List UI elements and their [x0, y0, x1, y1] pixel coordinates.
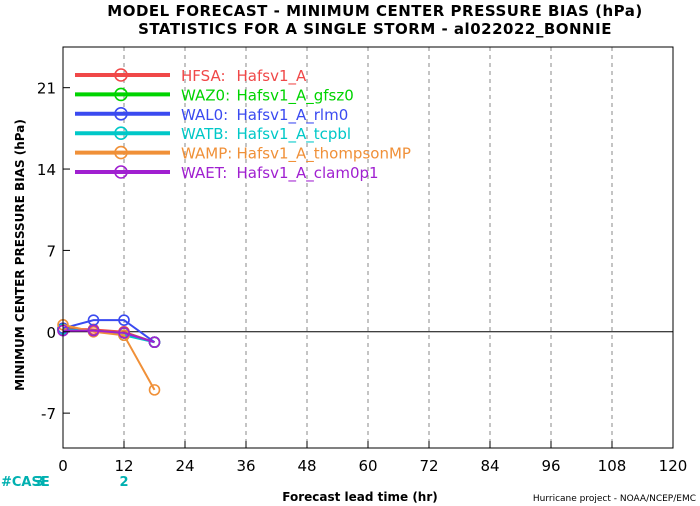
x-axis-label: Forecast lead time (hr)	[282, 490, 438, 504]
y-tick-label: 21	[37, 80, 56, 98]
case-count: 3	[35, 475, 44, 490]
legend-label-model: HFSA:	[181, 67, 226, 85]
legend-label-model: WAMP:	[181, 145, 232, 163]
series-line-wamp	[62, 323, 156, 391]
legend: HFSA: Hafsv1_A WAZ0: Hafsv1_A_gfsz0 WAL0: Haf…	[75, 67, 411, 183]
legend-label-model: WATB:	[181, 125, 229, 143]
case-count: 2	[119, 475, 128, 490]
legend-swatch-marker	[114, 68, 128, 82]
x-tick-label: 0	[58, 457, 68, 475]
legend-swatch-marker	[114, 145, 128, 160]
data-point-waet	[148, 336, 161, 349]
x-tick-label: 72	[419, 457, 438, 475]
series-layer	[57, 314, 161, 396]
y-tick-label: 0	[46, 324, 56, 342]
legend-swatch-marker	[114, 107, 128, 121]
y-tick-label: -7	[41, 405, 56, 423]
series-line-wal0	[62, 319, 156, 344]
series-line-waet	[63, 329, 155, 344]
y-tick-label: 14	[37, 161, 56, 179]
x-axis-ticks: 0 12 24 36 48 60 72 84 96 108 120	[58, 441, 687, 475]
chart-title: MODEL FORECAST - MINIMUM CENTER PRESSURE…	[107, 2, 642, 20]
y-tick-label: 7	[46, 242, 56, 260]
data-point-wal0	[118, 314, 130, 326]
x-tick-label: 48	[297, 457, 316, 475]
legend-label-experiment: Hafsv1_A_thompsonMP	[237, 145, 411, 164]
data-point-waet	[118, 327, 130, 339]
x-tick-label: 60	[358, 457, 377, 475]
x-tick-label: 120	[659, 457, 688, 475]
x-tick-label: 84	[480, 457, 499, 475]
legend-swatch-marker	[114, 87, 128, 102]
grid-lines	[123, 47, 613, 448]
x-tick-label: 108	[598, 457, 627, 475]
legend-label-model: WAL0:	[181, 106, 228, 124]
x-tick-label: 36	[236, 457, 255, 475]
legend-label-experiment: Hafsv1_A	[237, 67, 307, 86]
data-point-waet	[87, 324, 100, 337]
x-tick-label: 96	[541, 457, 560, 475]
y-axis-ticks: -7 0 7 14 21	[37, 80, 70, 423]
legend-label-experiment: Hafsv1_A_clam0p1	[237, 164, 379, 183]
legend-label-model: WAZ0:	[181, 86, 230, 104]
legend-swatch-marker	[114, 126, 128, 140]
credit-text: Hurricane project - NOAA/NCEP/EMC	[533, 494, 696, 504]
legend-label-experiment: Hafsv1_A_rlm0	[237, 106, 349, 125]
legend-label-model: WAET:	[181, 164, 227, 182]
legend-label-experiment: Hafsv1_A_tcpbl	[237, 125, 352, 144]
case-label: #CASE	[1, 475, 50, 490]
legend-label-experiment: Hafsv1_A_gfsz0	[237, 86, 354, 105]
legend-swatch-marker	[114, 165, 128, 179]
y-axis-label: MINIMUM CENTER PRESSURE BIAS (hPa)	[13, 119, 27, 391]
x-tick-label: 24	[175, 457, 194, 475]
x-tick-label: 12	[114, 457, 133, 475]
data-point-wamp	[148, 384, 161, 396]
chart-subtitle: STATISTICS FOR A SINGLE STORM - al022022…	[138, 20, 612, 38]
